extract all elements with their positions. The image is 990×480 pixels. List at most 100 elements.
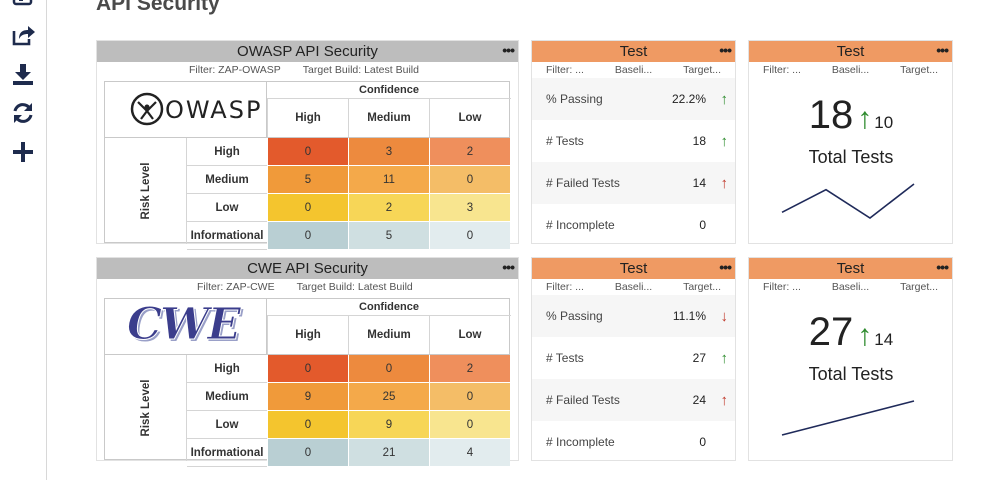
metric-label: % Passing xyxy=(546,92,603,106)
baseline-col: Baseli... xyxy=(831,281,870,293)
column-header: Medium xyxy=(348,316,429,355)
matrix-cell[interactable]: 0 xyxy=(267,439,348,467)
matrix-cell[interactable]: 25 xyxy=(348,383,429,411)
logo-text: CWE xyxy=(127,299,242,351)
panel-icon[interactable] xyxy=(10,0,36,14)
risk-level-axis: Risk Level xyxy=(105,138,187,244)
panel-header: Test ••• xyxy=(749,258,952,279)
risk-level-label: Risk Level xyxy=(140,162,152,220)
logo-text: OWASP xyxy=(165,96,263,124)
row-header: Informational xyxy=(187,439,267,467)
target-col: Target... xyxy=(683,64,721,76)
matrix-cell[interactable]: 0 xyxy=(267,355,348,383)
more-options-icon[interactable]: ••• xyxy=(502,42,515,58)
row-header: Medium xyxy=(187,383,267,411)
matrix-cell[interactable]: 0 xyxy=(267,411,348,439)
metric-value: 27 xyxy=(692,351,706,365)
total-number-block: 27 ↑ 14 xyxy=(749,310,953,355)
metric-row[interactable]: # Tests 27 ↑ xyxy=(532,337,735,379)
panel-header: Test ••• xyxy=(532,41,735,62)
metric-row[interactable]: # Incomplete 0 xyxy=(532,204,735,246)
cwe-test-card: Test ••• Filter: ... Baseli... Target...… xyxy=(531,257,736,461)
filter-label: Filter: ZAP-CWE xyxy=(197,281,275,293)
panel-title: OWASP API Security xyxy=(237,43,378,60)
filter-bar: Filter: ... Baseli... Target... xyxy=(749,62,952,78)
baseline-col: Baseli... xyxy=(614,281,653,293)
matrix-cell[interactable]: 0 xyxy=(267,222,348,250)
page-title: API Security xyxy=(96,0,220,15)
matrix-cell[interactable]: 5 xyxy=(267,166,348,194)
row-header: Medium xyxy=(187,166,267,194)
filter-bar: Filter: ... Baseli... Target... xyxy=(532,279,735,295)
more-options-icon[interactable]: ••• xyxy=(502,259,515,275)
total-number: 18 xyxy=(808,93,854,137)
matrix-cell[interactable]: 3 xyxy=(429,194,510,222)
matrix-cell[interactable]: 0 xyxy=(267,138,348,166)
risk-matrix: CWE Confidence High Medium Low Risk Leve… xyxy=(104,298,511,467)
matrix-cell[interactable]: 11 xyxy=(348,166,429,194)
matrix-cell[interactable]: 0 xyxy=(429,383,510,411)
matrix-cell[interactable]: 0 xyxy=(429,166,510,194)
column-header: Low xyxy=(429,316,510,355)
cwe-logo: CWE xyxy=(105,299,267,355)
matrix-cell[interactable]: 0 xyxy=(429,222,510,250)
metric-row[interactable]: # Failed Tests 14 ↑ xyxy=(532,162,735,204)
matrix-cell[interactable]: 2 xyxy=(348,194,429,222)
metric-label: # Incomplete xyxy=(546,218,615,232)
baseline-col: Baseli... xyxy=(614,64,653,76)
more-options-icon[interactable]: ••• xyxy=(719,42,732,58)
metrics-list: % Passing 22.2% ↑ # Tests 18 ↑ # Failed … xyxy=(532,78,735,246)
metric-value: 22.2% xyxy=(671,92,706,106)
panel-title: Test xyxy=(836,260,865,277)
metric-value: 0 xyxy=(699,218,706,232)
total-number: 27 xyxy=(808,310,854,354)
filter-col: Filter: ... xyxy=(763,281,801,293)
column-header: Medium xyxy=(348,99,429,138)
row-header: High xyxy=(187,355,267,383)
download-icon[interactable] xyxy=(10,61,36,87)
trend-up-icon: ↑ xyxy=(720,90,729,108)
column-header: High xyxy=(267,316,348,355)
metrics-list: % Passing 11.1% ↓ # Tests 27 ↑ # Failed … xyxy=(532,295,735,463)
owasp-total-card: Test ••• Filter: ... Baseli... Target...… xyxy=(748,40,953,244)
confidence-header: Confidence xyxy=(267,82,511,99)
matrix-cell[interactable]: 3 xyxy=(348,138,429,166)
column-header: Low xyxy=(429,99,510,138)
filter-bar: Filter: ZAP-CWE Target Build: Latest Bui… xyxy=(97,279,518,295)
matrix-cell[interactable]: 4 xyxy=(429,439,510,467)
matrix-cell[interactable]: 2 xyxy=(429,355,510,383)
owasp-matrix-panel: OWASP API Security ••• Filter: ZAP-OWASP… xyxy=(96,40,519,250)
matrix-cell[interactable]: 0 xyxy=(348,355,429,383)
matrix-cell[interactable]: 0 xyxy=(267,194,348,222)
refresh-icon[interactable] xyxy=(10,100,36,126)
filter-col: Filter: ... xyxy=(546,64,584,76)
matrix-cell[interactable]: 21 xyxy=(348,439,429,467)
filter-label: Filter: ZAP-OWASP xyxy=(189,64,281,76)
more-options-icon[interactable]: ••• xyxy=(936,42,949,58)
metric-row[interactable]: % Passing 22.2% ↑ xyxy=(532,78,735,120)
target-build-label: Target Build: Latest Build xyxy=(296,281,413,293)
export-icon[interactable] xyxy=(10,22,36,48)
metric-value: 24 xyxy=(692,393,706,407)
metric-row[interactable]: # Failed Tests 24 ↑ xyxy=(532,379,735,421)
metric-label: # Tests xyxy=(546,351,584,365)
more-options-icon[interactable]: ••• xyxy=(936,259,949,275)
filter-col: Filter: ... xyxy=(763,64,801,76)
matrix-cell[interactable]: 9 xyxy=(267,383,348,411)
baseline-col: Baseli... xyxy=(831,64,870,76)
row-header: High xyxy=(187,138,267,166)
metric-row[interactable]: # Incomplete 0 xyxy=(532,421,735,463)
matrix-cell[interactable]: 9 xyxy=(348,411,429,439)
matrix-cell[interactable]: 2 xyxy=(429,138,510,166)
metric-value: 11.1% xyxy=(672,309,706,323)
plus-icon[interactable] xyxy=(10,139,36,165)
metric-row[interactable]: % Passing 11.1% ↓ xyxy=(532,295,735,337)
matrix-cell[interactable]: 0 xyxy=(429,411,510,439)
total-delta: 10 xyxy=(874,113,894,132)
metric-row[interactable]: # Tests 18 ↑ xyxy=(532,120,735,162)
matrix-cell[interactable]: 5 xyxy=(348,222,429,250)
more-options-icon[interactable]: ••• xyxy=(719,259,732,275)
owasp-test-card: Test ••• Filter: ... Baseli... Target...… xyxy=(531,40,736,244)
owasp-logo: OWASP xyxy=(105,82,267,138)
panel-header: Test ••• xyxy=(532,258,735,279)
